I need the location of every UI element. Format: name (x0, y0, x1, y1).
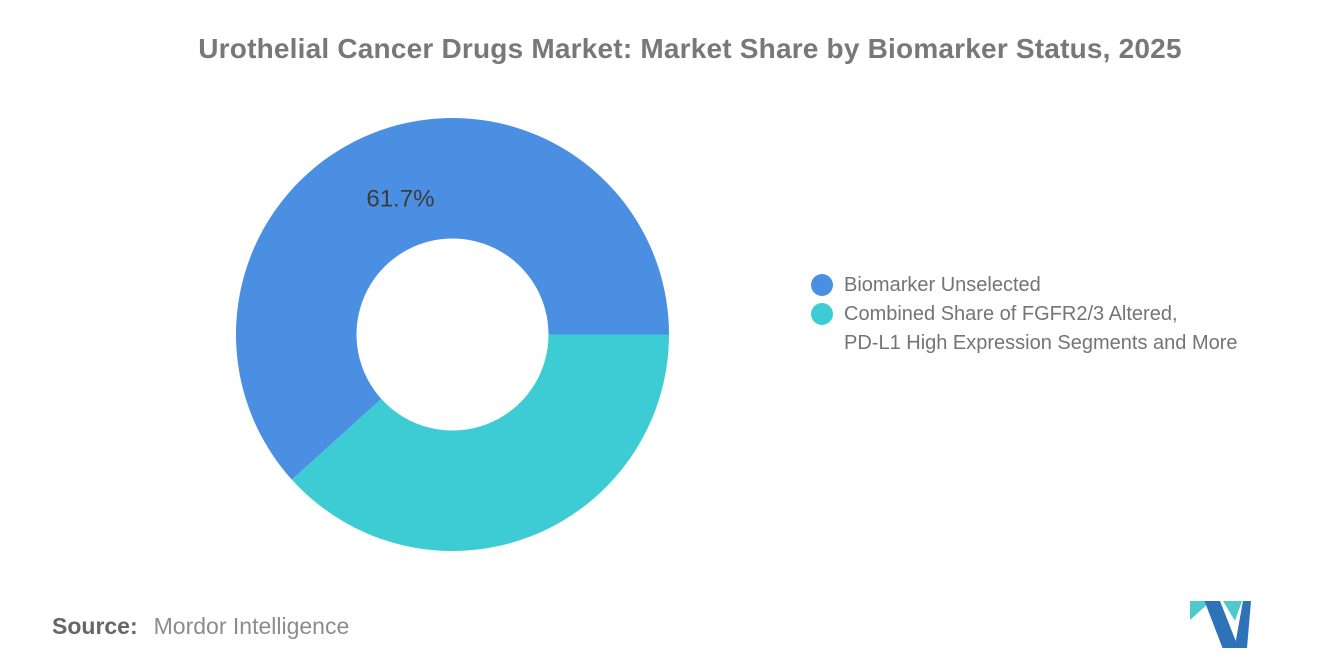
slice-data-label: 61.7% (366, 186, 434, 213)
donut-slice-1[interactable] (291, 334, 669, 551)
source-label: Source: (52, 613, 138, 639)
legend-label-biomarker-unselected: Biomarker Unselected (844, 274, 1041, 296)
logo-blue-diagonal-shape (1204, 601, 1239, 648)
logo-blue-right-shape (1234, 601, 1251, 648)
logo-teal-left-shape (1190, 601, 1211, 620)
chart-title: Urothelial Cancer Drugs Market: Market S… (198, 33, 1182, 64)
legend-label-line2: PD-L1 High Expression Segments and More (844, 332, 1238, 354)
logo-teal-right-shape (1223, 601, 1242, 621)
legend-marker-blue-icon[interactable] (811, 274, 833, 296)
donut-slice-0[interactable] (235, 117, 669, 480)
legend-label-line1: Combined Share of FGFR2/3 Altered, (844, 303, 1178, 325)
donut-chart[interactable]: 61.7% (226, 108, 679, 561)
source-line: Source: Mordor Intelligence (52, 613, 349, 640)
legend: Biomarker Unselected Combined Share of F… (811, 271, 1238, 358)
mordor-intelligence-logo (1190, 601, 1251, 648)
source-value: Mordor Intelligence (153, 613, 350, 639)
legend-label-combined-share: Combined Share of FGFR2/3 Altered, PD-L1… (844, 300, 1238, 358)
legend-marker-teal-icon[interactable] (811, 303, 833, 325)
legend-item-biomarker-unselected[interactable]: Biomarker Unselected (811, 271, 1238, 300)
legend-item-combined-share[interactable]: Combined Share of FGFR2/3 Altered, PD-L1… (811, 300, 1238, 358)
